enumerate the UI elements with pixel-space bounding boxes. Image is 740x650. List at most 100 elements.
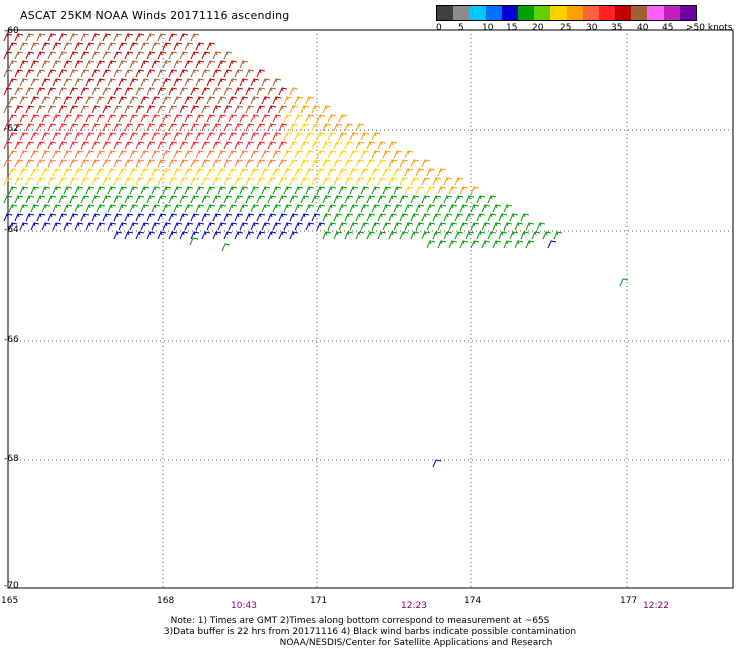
wind-barb [443, 195, 453, 204]
wind-barb [8, 222, 18, 231]
wind-barb [404, 186, 414, 195]
wind-barb [366, 231, 376, 240]
wind-barb [135, 177, 145, 186]
legend-color-bar [436, 5, 697, 21]
wind-barb [184, 150, 194, 159]
wind-barb [140, 168, 150, 177]
wind-barb [162, 96, 172, 105]
wind-barb [3, 213, 13, 222]
wind-barb [465, 213, 475, 222]
wind-barb [135, 105, 145, 114]
wind-barb [85, 96, 95, 105]
wind-barb [355, 213, 365, 222]
wind-barb [377, 177, 387, 186]
wind-barb [124, 123, 134, 132]
wind-barb [151, 42, 161, 51]
wind-barb [3, 141, 13, 150]
wind-barb [129, 96, 139, 105]
wind-barb [338, 168, 348, 177]
wind-barb [91, 213, 101, 222]
wind-barb [96, 78, 106, 87]
wind-barb [217, 60, 227, 69]
wind-barb [157, 33, 167, 42]
wind-barb [146, 87, 156, 96]
wind-barb [212, 177, 222, 186]
legend-swatch-3 [485, 6, 502, 20]
wind-barb [316, 168, 326, 177]
wind-barb [140, 42, 150, 51]
wind-barb [146, 231, 156, 240]
wind-barb [179, 123, 189, 132]
wind-barb [245, 177, 255, 186]
wind-barb [322, 177, 332, 186]
wind-barb [223, 105, 233, 114]
wind-barb [91, 177, 101, 186]
wind-barb [80, 105, 90, 114]
wind-barb [157, 123, 167, 132]
wind-barb [300, 123, 310, 132]
wind-barb [113, 177, 123, 186]
wind-barb [135, 141, 145, 150]
wind-barb [223, 177, 233, 186]
wind-barb [223, 159, 233, 168]
wind-barb [228, 78, 238, 87]
wind-barb [184, 186, 194, 195]
wind-barb [410, 177, 420, 186]
wind-barb [234, 195, 244, 204]
wind-barb [239, 168, 249, 177]
wind-barb [470, 240, 480, 249]
wind-barb [146, 195, 156, 204]
wind-barb [355, 141, 365, 150]
wind-barb [239, 204, 249, 213]
legend-label-20: 20 [532, 23, 544, 33]
wind-barb [223, 123, 233, 132]
wind-barb [179, 51, 189, 60]
wind-barb [74, 42, 84, 51]
wind-barb [344, 141, 354, 150]
wind-barb [239, 114, 249, 123]
wind-barb [63, 132, 73, 141]
wind-barb [481, 222, 491, 231]
wind-barb [118, 78, 128, 87]
wind-barb [239, 132, 249, 141]
wind-barb [465, 231, 475, 240]
legend-swatch-6 [534, 6, 551, 20]
wind-barb [217, 132, 227, 141]
wind-barb [41, 42, 51, 51]
wind-barb [30, 186, 40, 195]
wind-barb [3, 105, 13, 114]
wind-barb [212, 51, 222, 60]
wind-barb [184, 204, 194, 213]
wind-barb [256, 87, 266, 96]
wind-barb [267, 231, 277, 240]
wind-barb [129, 186, 139, 195]
wind-barb [58, 33, 68, 42]
wind-barb [74, 132, 84, 141]
wind-barb [118, 168, 128, 177]
wind-barb [135, 195, 145, 204]
wind-barb [459, 240, 469, 249]
wind-barb [30, 78, 40, 87]
wind-barb [509, 231, 519, 240]
wind-barb [58, 105, 68, 114]
wind-barb [74, 96, 84, 105]
wind-barb [294, 96, 304, 105]
wind-barb [300, 195, 310, 204]
wind-barb [52, 78, 62, 87]
wind-barb [91, 33, 101, 42]
wind-barb [322, 213, 332, 222]
wind-barb [30, 222, 40, 231]
wind-barb [179, 87, 189, 96]
wind-barb [228, 114, 238, 123]
wind-barb [245, 105, 255, 114]
wind-barb [135, 159, 145, 168]
wind-barb [47, 159, 57, 168]
wind-barb [63, 222, 73, 231]
wind-barb [80, 33, 90, 42]
wind-barb [179, 195, 189, 204]
wind-barb [283, 114, 293, 123]
wind-barb [41, 204, 51, 213]
wind-barb [168, 213, 178, 222]
wind-barb [124, 159, 134, 168]
wind-barb [272, 150, 282, 159]
